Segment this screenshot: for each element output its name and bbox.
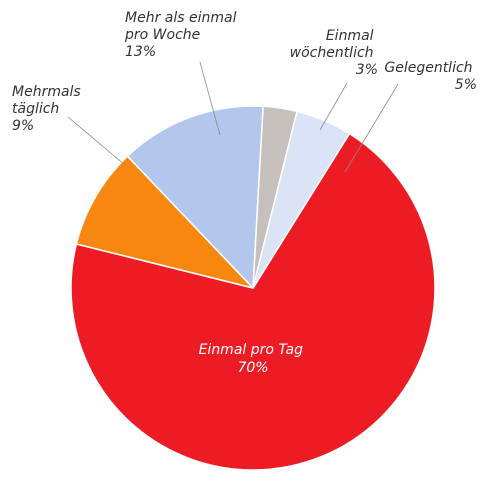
label-woche-line1: Mehr als einmal <box>125 10 237 26</box>
label-woche: Mehr als einmal pro Woche 13% <box>124 10 241 60</box>
label-gelegentlich-line1: Gelegentlich <box>384 60 472 76</box>
label-mehrmals: Mehrmals täglich 9% <box>12 84 85 134</box>
leader-line-einmal <box>319 82 348 131</box>
label-mehrmals-pct: 9% <box>12 118 34 134</box>
pie-slice-2 <box>126 105 264 289</box>
label-woche-pct: 13% <box>125 44 156 60</box>
label-tag-line1: Einmal pro Tag <box>199 342 303 358</box>
label-mehrmals-line1: Mehrmals <box>12 84 81 100</box>
label-mehrmals-line2: täglich <box>12 101 59 117</box>
pie-slice-0 <box>70 132 436 471</box>
pie-slice-1 <box>75 155 254 289</box>
leader-line-gelegentlich <box>344 83 399 173</box>
leader-line-woche <box>199 61 221 136</box>
leader-line-mehrmals <box>67 116 126 166</box>
label-woche-line2: pro Woche <box>124 27 200 43</box>
label-tag: Einmal pro Tag 70% <box>199 342 308 376</box>
pie-slices <box>70 105 436 471</box>
label-gelegentlich: Gelegentlich 5% <box>384 60 477 93</box>
label-einmal-line2: wöchentlich <box>290 45 374 61</box>
label-gelegentlich-pct: 5% <box>455 77 477 93</box>
label-einmal-line1: Einmal <box>326 28 374 44</box>
label-einmal: Einmal wöchentlich 3% <box>290 28 378 78</box>
label-einmal-pct: 3% <box>356 62 378 78</box>
pie-slice-4 <box>252 110 351 289</box>
label-tag-pct: 70% <box>237 360 268 376</box>
